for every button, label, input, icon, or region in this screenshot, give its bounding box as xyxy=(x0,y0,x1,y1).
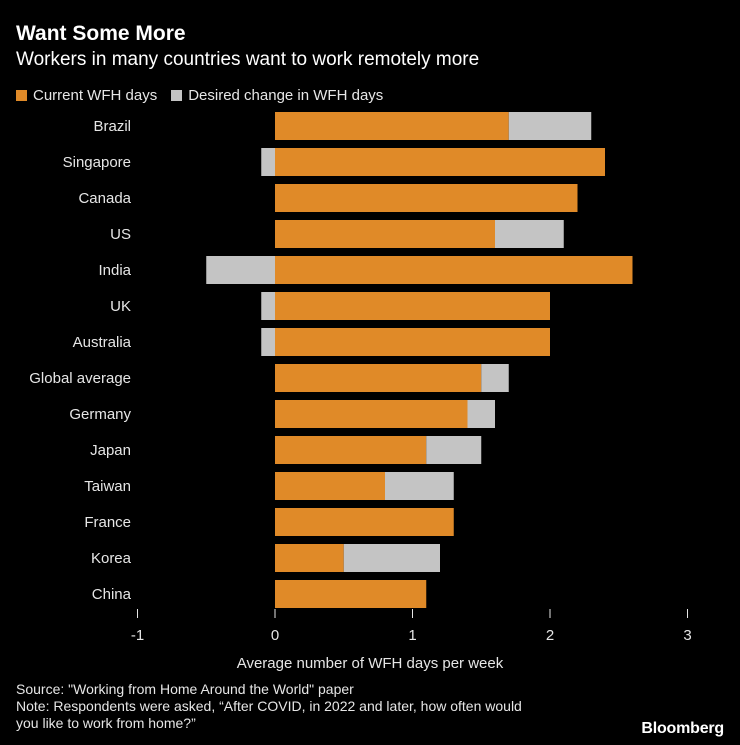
legend-label-current: Current WFH days xyxy=(33,87,158,104)
y-label-us: US xyxy=(110,226,131,243)
x-tick-label-1: 0 xyxy=(271,627,279,644)
bar-current-canada xyxy=(275,184,578,212)
bar-desired-germany xyxy=(467,400,495,428)
y-label-germany: Germany xyxy=(69,406,131,423)
bar-desired-brazil xyxy=(508,112,592,140)
y-label-japan: Japan xyxy=(90,442,131,459)
x-axis-label: Average number of WFH days per week xyxy=(237,655,504,672)
bar-current-singapore xyxy=(275,148,605,176)
y-label-australia: Australia xyxy=(73,334,132,351)
chart-title: Want Some More xyxy=(16,22,186,45)
bar-desired-india xyxy=(206,256,275,284)
y-label-taiwan: Taiwan xyxy=(84,478,131,495)
legend-swatch-current xyxy=(16,90,27,101)
bar-current-brazil xyxy=(275,112,509,140)
y-label-france: France xyxy=(84,514,131,531)
y-label-uk: UK xyxy=(110,298,131,315)
bar-desired-taiwan xyxy=(385,472,454,500)
x-tick-label-4: 3 xyxy=(683,627,691,644)
x-tick-label-0: -1 xyxy=(131,627,144,644)
bar-current-uk xyxy=(275,292,550,320)
bar-desired-korea xyxy=(343,544,440,572)
legend: Current WFH days Desired change in WFH d… xyxy=(16,87,397,104)
bar-current-global-average xyxy=(275,364,482,392)
note-line-1: Note: Respondents were asked, “After COV… xyxy=(16,698,522,714)
bar-current-australia xyxy=(275,328,550,356)
bar-current-japan xyxy=(275,436,427,464)
bar-desired-japan xyxy=(426,436,482,464)
y-label-brazil: Brazil xyxy=(93,118,131,135)
x-tick-label-2: 1 xyxy=(408,627,416,644)
legend-item-desired: Desired change in WFH days xyxy=(171,87,383,104)
y-label-china: China xyxy=(92,586,132,603)
bar-desired-australia xyxy=(261,328,275,356)
bar-current-china xyxy=(275,580,427,608)
bar-current-germany xyxy=(275,400,468,428)
bar-current-india xyxy=(275,256,633,284)
bar-desired-uk xyxy=(261,292,275,320)
bar-desired-global-average xyxy=(481,364,509,392)
y-label-india: India xyxy=(98,262,131,279)
bar-current-korea xyxy=(275,544,344,572)
bar-chart: Brazil Singapore Canada US India UK Australia G… xyxy=(29,112,692,672)
y-label-global-average: Global average xyxy=(29,370,131,387)
footer: Source: "Working from Home Around the Wo… xyxy=(16,681,522,732)
brand-logo: Bloomberg xyxy=(641,720,724,737)
bar-current-france xyxy=(275,508,454,536)
bar-desired-singapore xyxy=(261,148,275,176)
x-tick-label-3: 2 xyxy=(546,627,554,644)
y-label-korea: Korea xyxy=(91,550,132,567)
bar-desired-us xyxy=(495,220,564,248)
legend-swatch-desired xyxy=(171,90,183,101)
legend-label-desired: Desired change in WFH days xyxy=(188,87,384,104)
chart-subtitle: Workers in many countries want to work r… xyxy=(16,49,480,70)
note-line-2: you like to work from home?” xyxy=(16,715,196,731)
legend-item-current: Current WFH days xyxy=(16,87,157,104)
y-label-canada: Canada xyxy=(78,190,131,207)
bar-current-us xyxy=(275,220,495,248)
y-label-singapore: Singapore xyxy=(63,154,131,171)
source-text: Source: "Working from Home Around the Wo… xyxy=(16,681,354,697)
bar-current-taiwan xyxy=(275,472,385,500)
